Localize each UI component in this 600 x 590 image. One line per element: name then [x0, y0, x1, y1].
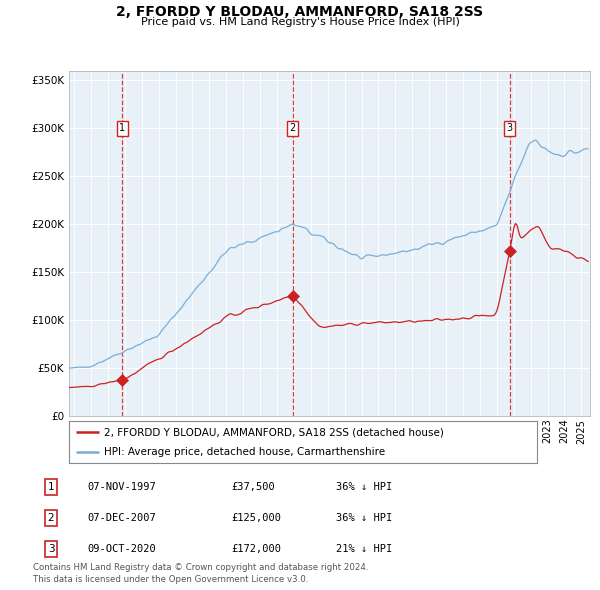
Text: 2: 2	[47, 513, 55, 523]
Text: 1: 1	[119, 123, 125, 133]
Text: 07-DEC-2007: 07-DEC-2007	[87, 513, 156, 523]
Text: 3: 3	[47, 545, 55, 554]
Text: Contains HM Land Registry data © Crown copyright and database right 2024.: Contains HM Land Registry data © Crown c…	[33, 563, 368, 572]
Text: This data is licensed under the Open Government Licence v3.0.: This data is licensed under the Open Gov…	[33, 575, 308, 584]
Text: HPI: Average price, detached house, Carmarthenshire: HPI: Average price, detached house, Carm…	[104, 447, 385, 457]
Text: Price paid vs. HM Land Registry's House Price Index (HPI): Price paid vs. HM Land Registry's House …	[140, 17, 460, 27]
Text: 2, FFORDD Y BLODAU, AMMANFORD, SA18 2SS: 2, FFORDD Y BLODAU, AMMANFORD, SA18 2SS	[116, 5, 484, 19]
Text: 3: 3	[507, 123, 513, 133]
Text: 21% ↓ HPI: 21% ↓ HPI	[336, 545, 392, 554]
Text: 07-NOV-1997: 07-NOV-1997	[87, 482, 156, 491]
Text: 09-OCT-2020: 09-OCT-2020	[87, 545, 156, 554]
Text: 36% ↓ HPI: 36% ↓ HPI	[336, 513, 392, 523]
Text: 36% ↓ HPI: 36% ↓ HPI	[336, 482, 392, 491]
Text: 2, FFORDD Y BLODAU, AMMANFORD, SA18 2SS (detached house): 2, FFORDD Y BLODAU, AMMANFORD, SA18 2SS …	[104, 427, 444, 437]
Text: £172,000: £172,000	[231, 545, 281, 554]
Text: 2: 2	[289, 123, 296, 133]
Text: £125,000: £125,000	[231, 513, 281, 523]
Text: 1: 1	[47, 482, 55, 491]
Text: £37,500: £37,500	[231, 482, 275, 491]
